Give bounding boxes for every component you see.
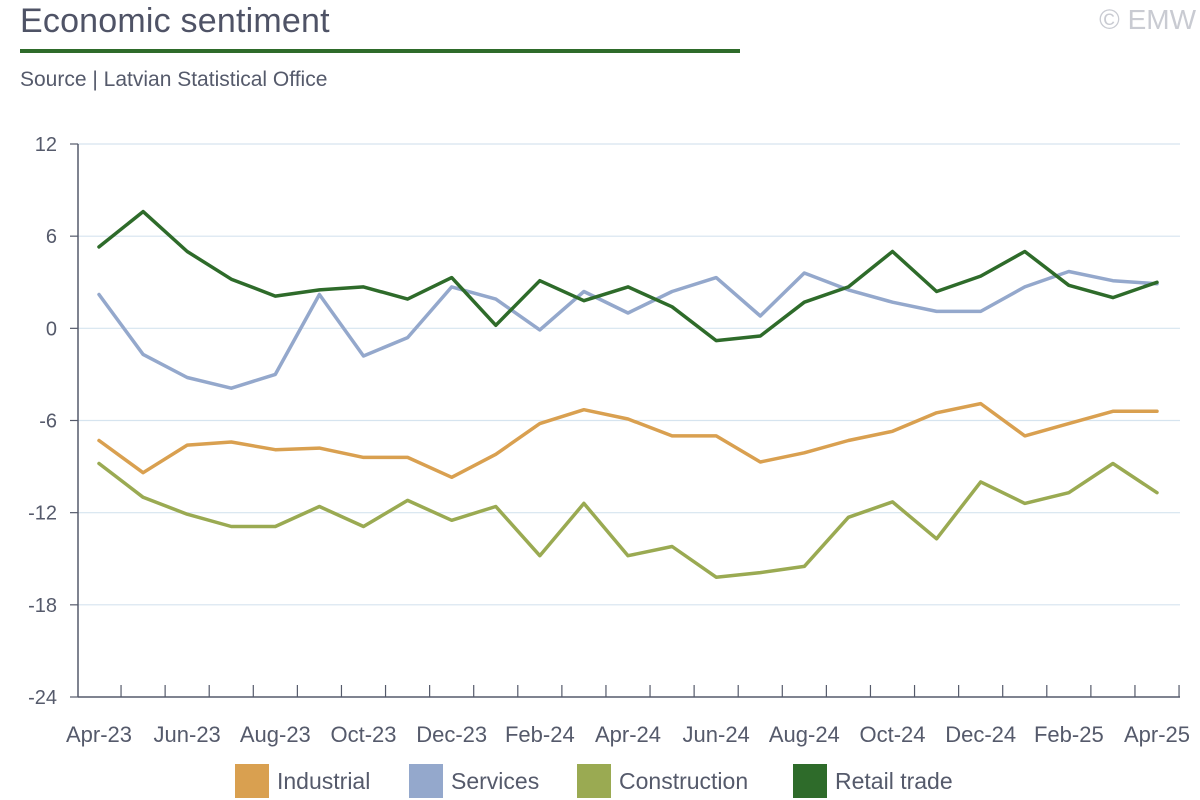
title-underline <box>20 49 740 53</box>
series-line-services <box>97 269 1159 390</box>
y-tick-label: 6 <box>46 226 57 248</box>
x-tick-label: Feb-25 <box>1034 722 1104 747</box>
copyright-mark: © EMW <box>1099 4 1196 35</box>
series-line-industrial <box>97 401 1159 480</box>
x-tick-label: Jun-23 <box>154 722 221 747</box>
legend-item-industrial: Industrial <box>235 762 370 800</box>
line-chart: 12 6 0 -6 -12 -18 -24 Apr-23 Jun-23 Aug-23 Oct-23 D… <box>28 134 1190 747</box>
x-tick-label: Feb-24 <box>505 722 575 747</box>
x-tick-label: Aug-23 <box>240 722 311 747</box>
y-tick-label: 12 <box>35 134 57 156</box>
x-tick-label: Aug-24 <box>769 722 840 747</box>
x-tick-label: Dec-24 <box>945 722 1016 747</box>
y-tick-label: -24 <box>28 687 57 709</box>
x-tick-label: Apr-24 <box>595 722 661 747</box>
y-tick-label: -12 <box>28 503 57 525</box>
legend-item-construction: Construction <box>577 762 748 800</box>
legend-label: Construction <box>619 767 749 794</box>
source-label: Source | Latvian Statistical Office <box>20 68 328 91</box>
legend-swatch <box>235 764 269 798</box>
y-tick-label: 0 <box>46 318 57 340</box>
x-tick-label: Oct-23 <box>330 722 396 747</box>
legend-item-retail-trade: Retail trade <box>793 762 953 800</box>
series-line-retail-trade <box>97 209 1159 343</box>
legend-swatch <box>409 764 443 798</box>
series-line-construction <box>97 461 1159 579</box>
y-tick-label: -6 <box>39 411 57 433</box>
y-tick-label: -18 <box>28 595 57 617</box>
chart-legend: Industrial Services Construction Retail tra… <box>0 762 1200 800</box>
x-tick-label: Oct-24 <box>859 722 925 747</box>
legend-swatch <box>577 764 611 798</box>
legend-swatch <box>793 764 827 798</box>
legend-label: Retail trade <box>835 767 953 794</box>
x-tick-label: Dec-23 <box>416 722 487 747</box>
legend-label: Industrial <box>277 767 371 794</box>
legend-item-services: Services <box>409 762 539 800</box>
x-tick-label: Jun-24 <box>683 722 750 747</box>
legend-label: Services <box>451 767 540 794</box>
x-tick-label: Apr-25 <box>1124 722 1190 747</box>
x-tick-label: Apr-23 <box>66 722 132 747</box>
page-title: Economic sentiment <box>20 2 330 40</box>
